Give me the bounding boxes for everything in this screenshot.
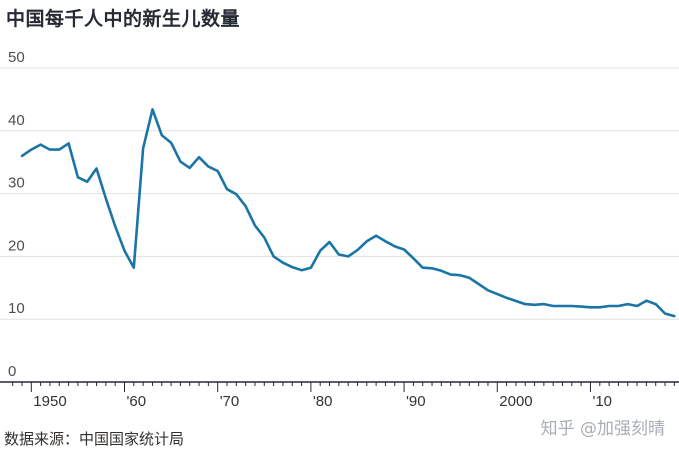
x-tick-label: '10 — [592, 393, 612, 410]
x-tick-label: '70 — [220, 393, 240, 410]
y-tick-label: 20 — [8, 237, 25, 254]
series-line-layer — [20, 108, 676, 318]
y-tick-label: 50 — [8, 49, 25, 66]
y-tick-labels: 0 10 20 30 40 50 — [8, 49, 25, 380]
grid-lines — [0, 67, 679, 320]
y-tick-label: 40 — [8, 112, 25, 129]
x-tick-label: '90 — [406, 393, 426, 410]
y-tick-label: 30 — [8, 175, 25, 192]
series-line — [20, 108, 676, 318]
watermark: 知乎 @加强刻晴 — [540, 419, 665, 439]
x-tick-label: 2000 — [499, 393, 532, 410]
x-axis — [0, 381, 679, 392]
y-tick-label: 0 — [8, 363, 16, 380]
source-note: 数据来源：中国国家统计局 — [4, 430, 185, 448]
x-tick-labels: 1950 '60 '70 '80 '90 2000 '10 — [33, 393, 612, 410]
x-tick-label: '80 — [313, 393, 333, 410]
chart-title: 中国每千人中的新生儿数量 — [6, 8, 241, 30]
x-tick-label: '60 — [126, 393, 146, 410]
y-tick-label: 10 — [8, 300, 25, 317]
x-tick-label: 1950 — [33, 393, 66, 410]
